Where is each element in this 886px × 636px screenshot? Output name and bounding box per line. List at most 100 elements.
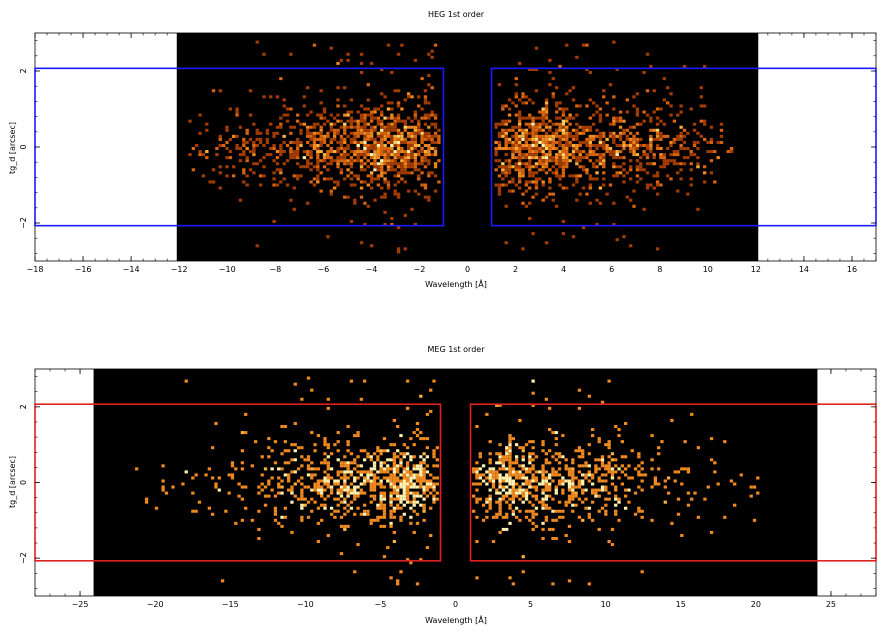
count-pixel	[400, 140, 404, 144]
count-pixel	[587, 582, 591, 586]
count-pixel	[359, 397, 363, 401]
count-pixel	[372, 485, 377, 489]
count-pixel	[353, 153, 357, 157]
count-pixel	[632, 137, 636, 141]
count-pixel	[369, 180, 374, 184]
count-pixel	[322, 137, 327, 141]
count-pixel	[672, 159, 677, 163]
count-pixel	[346, 443, 350, 447]
count-pixel	[257, 536, 261, 541]
count-pixel	[392, 497, 397, 501]
count-pixel	[313, 467, 317, 471]
count-pixel	[299, 131, 303, 135]
count-pixel	[662, 165, 666, 169]
count-pixel	[184, 470, 188, 474]
count-pixel	[356, 485, 360, 489]
count-pixel	[275, 95, 280, 99]
count-pixel	[346, 162, 350, 166]
count-pixel	[669, 140, 673, 144]
count-pixel	[255, 128, 259, 132]
count-pixel	[495, 512, 499, 516]
count-pixel	[435, 464, 439, 468]
count-pixel	[211, 446, 215, 450]
count-pixel	[403, 150, 407, 154]
count-pixel	[322, 159, 327, 163]
count-pixel	[403, 140, 407, 144]
count-pixel	[415, 491, 420, 495]
count-pixel	[319, 140, 323, 144]
count-pixel	[557, 473, 562, 477]
count-pixel	[666, 491, 671, 495]
count-pixel	[597, 467, 601, 471]
count-pixel	[420, 147, 424, 151]
count-pixel	[376, 150, 381, 154]
count-pixel	[504, 204, 508, 208]
count-pixel	[657, 452, 661, 456]
count-pixel	[402, 482, 406, 486]
count-pixel	[316, 491, 321, 495]
count-pixel	[356, 494, 360, 498]
count-pixel	[508, 452, 512, 456]
count-pixel	[373, 147, 377, 151]
count-pixel	[322, 153, 327, 157]
count-pixel	[551, 198, 555, 202]
count-pixel	[316, 177, 320, 181]
count-pixel	[511, 189, 515, 193]
count-pixel	[396, 582, 400, 586]
count-pixel	[227, 491, 231, 495]
count-pixel	[604, 473, 608, 477]
count-pixel	[353, 497, 357, 501]
count-pixel	[610, 476, 615, 480]
count-pixel	[517, 134, 522, 138]
count-pixel	[524, 497, 529, 501]
count-pixel	[396, 113, 401, 117]
count-pixel	[396, 195, 401, 199]
count-pixel	[402, 485, 406, 489]
count-pixel	[332, 159, 337, 163]
count-pixel	[617, 497, 621, 501]
count-pixel	[300, 494, 304, 498]
count-pixel	[528, 479, 532, 483]
count-pixel	[591, 177, 596, 181]
count-pixel	[420, 137, 424, 141]
count-pixel	[528, 156, 532, 160]
count-pixel	[409, 470, 413, 474]
count-pixel	[640, 509, 644, 513]
count-pixel	[538, 162, 542, 166]
count-pixel	[343, 500, 347, 504]
count-pixel	[400, 171, 404, 175]
count-pixel	[498, 403, 502, 407]
count-pixel	[498, 458, 502, 462]
count-pixel	[380, 168, 384, 172]
count-pixel	[390, 165, 394, 169]
count-pixel	[320, 503, 324, 507]
count-pixel	[413, 113, 418, 117]
count-pixel	[584, 506, 588, 510]
count-pixel	[405, 485, 410, 489]
count-pixel	[548, 153, 552, 157]
count-pixel	[400, 107, 404, 111]
count-pixel	[323, 476, 327, 480]
count-pixel	[399, 452, 403, 456]
count-pixel	[554, 437, 558, 441]
count-pixel	[575, 180, 579, 184]
count-pixel	[255, 137, 259, 141]
count-pixel	[494, 168, 498, 172]
count-pixel	[524, 488, 529, 492]
count-pixel	[363, 168, 367, 172]
count-pixel	[380, 171, 384, 175]
count-pixel	[392, 473, 397, 477]
count-pixel	[400, 119, 404, 123]
meg-ylabel: tg_d [arcsec]	[8, 456, 17, 508]
count-pixel	[608, 131, 613, 135]
count-pixel	[630, 449, 634, 453]
count-pixel	[524, 515, 529, 519]
count-pixel	[618, 156, 623, 160]
count-pixel	[640, 479, 644, 483]
count-pixel	[504, 183, 508, 187]
count-pixel	[410, 95, 414, 99]
count-pixel	[565, 137, 569, 141]
count-pixel	[548, 134, 552, 138]
count-pixel	[478, 452, 482, 456]
count-pixel	[312, 147, 317, 151]
